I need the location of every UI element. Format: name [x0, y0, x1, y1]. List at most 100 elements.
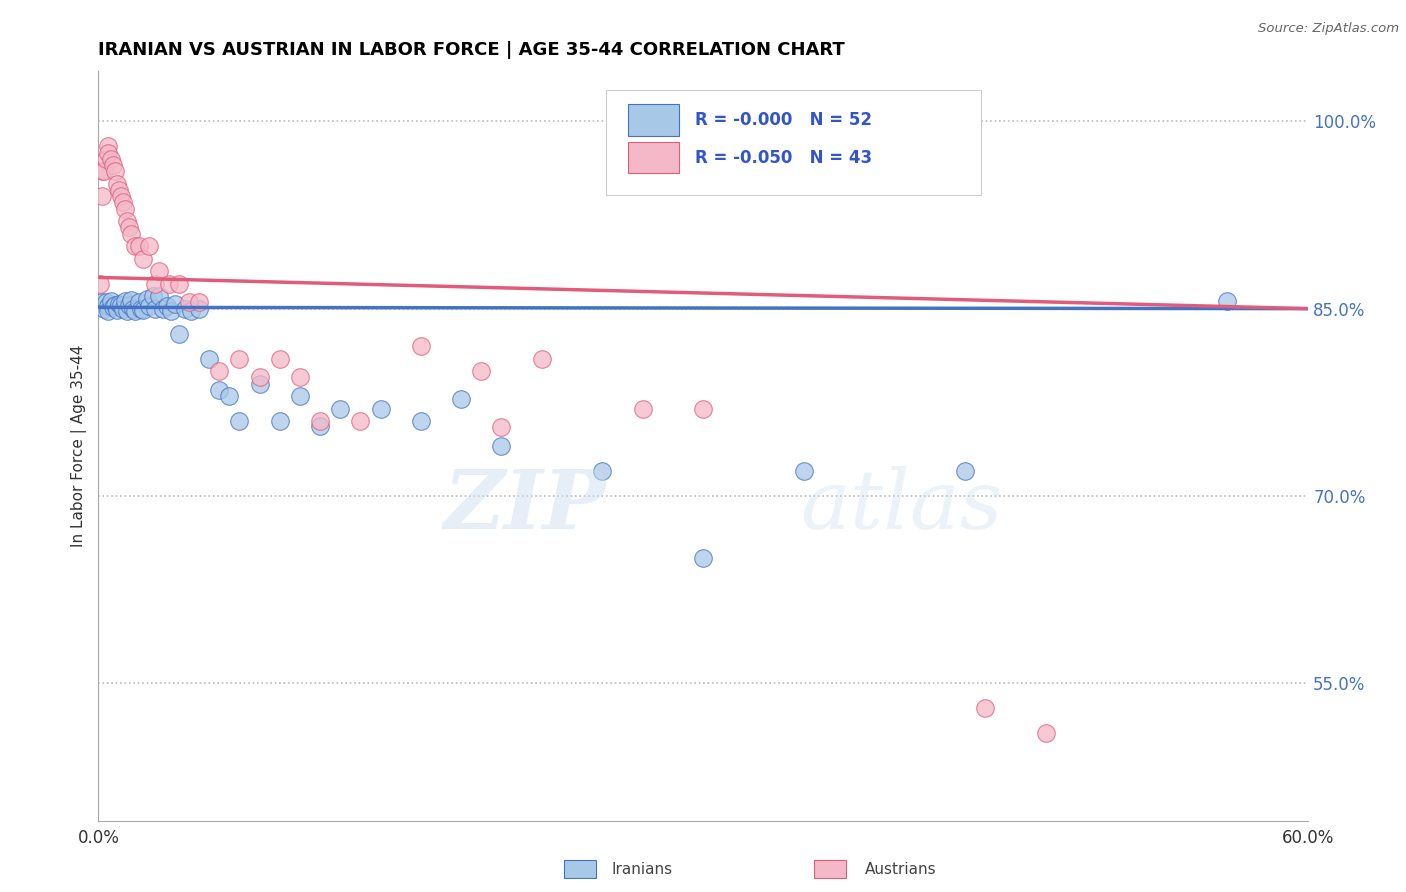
- Point: [530, 351, 553, 366]
- Text: atlas: atlas: [800, 466, 1002, 546]
- Point: [105, 302, 128, 317]
- Point: [491, 439, 513, 453]
- Point: [180, 304, 202, 318]
- Y-axis label: In Labor Force | Age 35-44: In Labor Force | Age 35-44: [72, 345, 87, 547]
- Text: R = -0.000   N = 52: R = -0.000 N = 52: [695, 112, 872, 129]
- Point: [110, 298, 132, 312]
- Point: [198, 351, 221, 366]
- Point: [97, 139, 120, 153]
- Point: [208, 364, 231, 378]
- FancyBboxPatch shape: [628, 104, 679, 136]
- Text: Source: ZipAtlas.com: Source: ZipAtlas.com: [1258, 22, 1399, 36]
- Point: [309, 414, 332, 428]
- Point: [143, 277, 166, 291]
- Point: [124, 304, 146, 318]
- Point: [228, 351, 250, 366]
- Point: [288, 370, 311, 384]
- Point: [288, 389, 311, 403]
- Point: [107, 183, 129, 197]
- Point: [228, 414, 250, 428]
- Point: [120, 293, 142, 307]
- Point: [96, 152, 118, 166]
- Point: [103, 298, 125, 312]
- Point: [124, 239, 146, 253]
- Point: [148, 289, 170, 303]
- Text: Iranians: Iranians: [612, 863, 672, 877]
- Point: [91, 189, 114, 203]
- Point: [1216, 294, 1239, 309]
- Point: [692, 551, 714, 566]
- FancyBboxPatch shape: [628, 142, 679, 173]
- Point: [591, 464, 613, 478]
- Point: [111, 301, 134, 316]
- Point: [269, 414, 291, 428]
- Point: [249, 376, 271, 391]
- Point: [793, 464, 815, 478]
- Point: [101, 301, 124, 315]
- Point: [103, 164, 125, 178]
- Point: [309, 419, 332, 434]
- Point: [143, 301, 166, 316]
- Point: [329, 401, 352, 416]
- FancyBboxPatch shape: [814, 860, 846, 878]
- Point: [128, 295, 150, 310]
- Point: [100, 152, 122, 166]
- Point: [138, 239, 160, 253]
- Point: [450, 392, 472, 406]
- Point: [115, 304, 138, 318]
- Point: [101, 158, 124, 172]
- Point: [218, 389, 240, 403]
- Point: [114, 202, 136, 216]
- Point: [269, 351, 291, 366]
- Point: [157, 277, 180, 291]
- Point: [179, 295, 201, 310]
- Point: [974, 701, 997, 715]
- Point: [370, 401, 392, 416]
- Point: [110, 189, 132, 203]
- Point: [208, 383, 231, 397]
- Point: [97, 145, 120, 160]
- Point: [249, 370, 271, 384]
- Point: [148, 264, 170, 278]
- Point: [115, 214, 138, 228]
- Point: [121, 301, 143, 316]
- Point: [470, 364, 492, 378]
- Point: [93, 164, 115, 178]
- Point: [142, 289, 165, 303]
- Point: [132, 252, 155, 266]
- Point: [128, 239, 150, 253]
- Point: [91, 164, 114, 178]
- Point: [97, 304, 120, 318]
- Point: [692, 401, 714, 416]
- Point: [349, 414, 371, 428]
- Point: [188, 295, 211, 310]
- Point: [152, 301, 174, 316]
- Point: [491, 420, 513, 434]
- Text: ZIP: ZIP: [444, 466, 606, 546]
- Point: [409, 339, 432, 353]
- Text: R = -0.050   N = 43: R = -0.050 N = 43: [695, 149, 872, 167]
- Point: [91, 295, 114, 310]
- Point: [132, 302, 155, 317]
- Point: [188, 301, 211, 316]
- Point: [167, 277, 190, 291]
- Point: [120, 227, 142, 241]
- Point: [953, 464, 976, 478]
- Text: Austrians: Austrians: [865, 863, 936, 877]
- Point: [114, 294, 136, 309]
- Point: [107, 296, 129, 310]
- Point: [89, 277, 111, 291]
- Point: [174, 301, 197, 316]
- Point: [97, 299, 120, 313]
- Point: [160, 304, 183, 318]
- Point: [135, 292, 157, 306]
- Point: [138, 299, 160, 313]
- Point: [118, 298, 141, 312]
- Point: [1035, 726, 1057, 740]
- Point: [93, 301, 115, 316]
- FancyBboxPatch shape: [564, 860, 596, 878]
- Point: [631, 401, 654, 416]
- Point: [409, 414, 432, 428]
- Point: [129, 301, 152, 316]
- Point: [96, 295, 118, 310]
